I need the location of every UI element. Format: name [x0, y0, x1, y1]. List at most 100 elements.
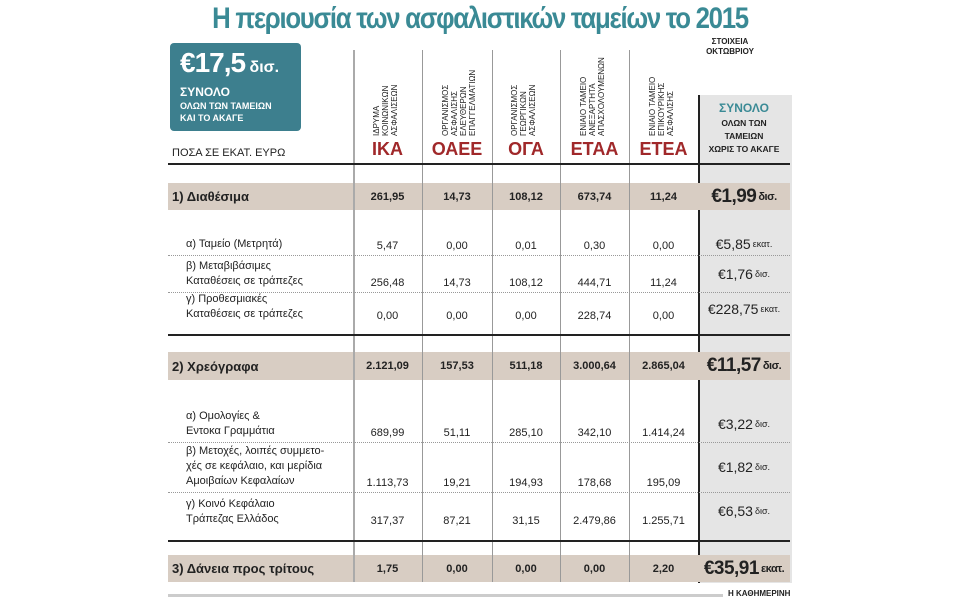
value-cell: 285,10	[509, 427, 543, 439]
footer-line	[168, 594, 723, 597]
table-row: α) Ομολογίες & Εντοκα Γραμμάτια 689,99 51,…	[168, 405, 790, 443]
row-total: €5,85 εκατ.	[698, 232, 790, 255]
fund-fullname-text: ΙΔΡΥΜΑ ΚΟΙΝΩΝΙΚΩΝ ΑΣΦΑΛΙΣΕΩΝ	[371, 84, 399, 136]
value-cell: 0,00	[652, 310, 675, 322]
column-divider	[492, 50, 493, 582]
value-cell: 195,09	[646, 477, 681, 489]
column-divider	[629, 50, 630, 582]
table-row: 1) Διαθέσιμα 261,95 14,73 108,12 673,74 11,24…	[168, 183, 790, 210]
table-row: 2) Χρεόγραφα 2.121,09 157,53 511,18 3.000,64…	[168, 352, 790, 380]
row-label: β) Μετοχές, λοιπές συμμετο- χές σε κεφάλ…	[186, 445, 325, 487]
value-cell: 689,99	[370, 427, 405, 439]
value-cell: 2.121,09	[366, 360, 409, 372]
total-unit: δισ.	[754, 462, 771, 472]
total-amount: €6,53	[717, 503, 753, 519]
table-row: γ) Προθεσμιακές Καταθέσεις σε τράπεζες 0,…	[168, 292, 790, 325]
value-cell: 11,24	[650, 190, 677, 203]
total-column-bg	[698, 95, 792, 583]
total-unit: δισ.	[762, 360, 782, 372]
fund-fullname-text: ΕΝΙΑΙΟ ΤΑΜΕΙΟ ΕΠΙΚΟΥΡΙΚΗΣ ΑΣΦΑΛΙΣΗΣ	[647, 76, 675, 136]
row-total: €3,22 δισ.	[698, 405, 790, 442]
value-cell: 194,93	[509, 477, 543, 489]
value-cell: 228,74	[577, 310, 612, 322]
value-cell: 1,75	[376, 562, 399, 575]
fund-fullname-text: ΕΝΙΑΙΟ ΤΑΜΕΙΟ ΑΝΕΞΑΡΤΗΤΑ ΑΠΑΣΧΟΛΟΥΜΕΝΩΝ	[578, 57, 606, 136]
value-cell: 2.865,04	[642, 360, 685, 372]
total-amount: €11,57	[706, 355, 762, 376]
value-cell: 87,21	[443, 515, 471, 527]
value-cell: 511,18	[509, 360, 543, 372]
table-row: α) Ταμείο (Μετρητά) 5,47 0,00 0,01 0,30 0,00 €…	[168, 232, 790, 256]
value-cell: 2.479,86	[573, 515, 616, 527]
value-cell: 108,12	[509, 277, 543, 289]
header-rule	[168, 163, 790, 165]
value-cell: 157,53	[440, 360, 474, 372]
total-unit: εκατ.	[760, 303, 781, 314]
value-cell: 51,11	[443, 427, 471, 439]
total-unit: εκατ.	[752, 238, 773, 249]
value-cell: 256,48	[370, 277, 405, 289]
row-total: €1,82 δισ.	[698, 442, 790, 492]
total-unit: εκατ.	[760, 562, 785, 575]
table-row: β) Μετοχές, λοιπές συμμετο- χές σε κεφάλ…	[168, 442, 790, 493]
value-cell: 0,00	[446, 240, 468, 252]
row-total: €1,76 δισ.	[698, 255, 790, 292]
value-cell: 1.255,71	[642, 515, 685, 527]
value-cell: 3.000,64	[573, 360, 616, 372]
row-label: 3) Δάνεια προς τρίτους	[172, 561, 315, 576]
fund-fullname: ΟΡΓΑΝΙΣΜΟΣ ΑΣΦΑΛΙΣΗΣ ΕΛΕΥΘΕΡΩΝ ΕΠΑΓΓΕΛΜΑ…	[441, 48, 511, 136]
fund-fullname-text: ΟΡΓΑΝΙΣΜΟΣ ΓΕΩΡΓΙΚΩΝ ΑΣΦΑΛΙΣΕΩΝ	[510, 84, 537, 136]
total-column-subtitle: ΧΩΡΙΣ ΤΟ ΑΚΑΓΕ	[708, 144, 780, 154]
value-cell: 0,00	[446, 310, 468, 322]
row-total: €1,99 δισ.	[698, 183, 790, 210]
period-line: ΣΤΟΙΧΕΙΑ	[711, 37, 749, 46]
row-label: 2) Χρεόγραφα	[172, 358, 259, 374]
fund-abbr: ΟΑΕΕ	[431, 139, 483, 159]
section-rule	[168, 334, 790, 336]
fund-abbr: ΕΤΑΑ	[570, 139, 619, 159]
value-cell: 0,00	[446, 562, 468, 575]
table-row: β) Μεταβιβάσιμες Καταθέσεις σε τράπεζες 2…	[168, 255, 790, 293]
value-cell: 0,00	[376, 310, 399, 322]
column-divider	[353, 50, 355, 582]
fund-abbr: ΟΓΑ	[508, 139, 544, 159]
total-amount: €35,91	[703, 557, 760, 579]
period-line: ΟΚΤΩΒΡΙΟΥ	[706, 47, 754, 56]
column-divider	[560, 50, 561, 582]
total-amount: €1,99	[711, 185, 757, 207]
value-cell: 108,12	[509, 190, 543, 203]
total-column-subtitle: ΤΑΜΕΙΩΝ	[724, 131, 764, 141]
fund-fullname-text: ΟΡΓΑΝΙΣΜΟΣ ΑΣΦΑΛΙΣΗΣ ΕΛΕΥΘΕΡΩΝ ΕΠΑΓΓΕΛΜΑ…	[441, 69, 477, 136]
grand-total-label: ΣΥΝΟΛΟ	[180, 85, 230, 99]
page-title: Η περιουσία των ασφαλιστικών ταμείων το …	[212, 2, 749, 35]
period-note: ΣΤΟΙΧΕΙΑ ΟΚΤΩΒΡΙΟΥ	[690, 37, 770, 57]
fund-abbr: ΕΤΕΑ	[639, 139, 688, 159]
total-amount: €1,76	[717, 265, 753, 282]
value-cell: 1.414,24	[642, 427, 685, 439]
total-amount: €1,82	[717, 459, 753, 475]
row-label: α) Ομολογίες & Εντοκα Γραμμάτια	[186, 410, 275, 437]
source-credit: Η ΚΑΘΗΜΕΡΙΝΗ	[728, 589, 791, 598]
grand-total-sublabel: ΚΑΙ ΤΟ ΑΚΑΓΕ	[180, 113, 244, 123]
total-column-title: ΣΥΝΟΛΟ	[719, 101, 769, 115]
row-label: γ) Προθεσμιακές Καταθέσεις σε τράπεζες	[186, 293, 303, 320]
value-cell: 2,20	[652, 562, 675, 575]
value-cell: 317,37	[370, 515, 405, 527]
value-cell: 444,71	[577, 277, 612, 289]
total-unit: δισ.	[754, 268, 771, 279]
value-cell: 0,00	[515, 310, 537, 322]
value-cell: 0,01	[515, 240, 537, 252]
grand-total-sublabel: ΟΛΩΝ ΤΩΝ ΤΑΜΕΙΩΝ	[180, 101, 272, 111]
value-cell: 178,68	[577, 477, 612, 489]
value-cell: 673,74	[577, 190, 612, 203]
row-label: γ) Κοινό Κεφάλαιο Τράπεζας Ελλάδος	[186, 498, 279, 525]
grand-total-amount: €17,5 δισ.	[180, 47, 280, 78]
column-divider	[422, 50, 423, 582]
section-rule	[168, 540, 790, 542]
fund-abbr: ΙΚΑ	[372, 139, 403, 159]
value-cell: 0,00	[583, 562, 606, 575]
value-cell: 0,00	[652, 240, 675, 252]
total-column-subtitle: ΟΛΩΝ ΤΩΝ	[721, 118, 767, 128]
fund-fullname: ΟΡΓΑΝΙΣΜΟΣ ΓΕΩΡΓΙΚΩΝ ΑΣΦΑΛΙΣΕΩΝ	[510, 48, 580, 136]
total-unit: δισ.	[754, 506, 771, 516]
